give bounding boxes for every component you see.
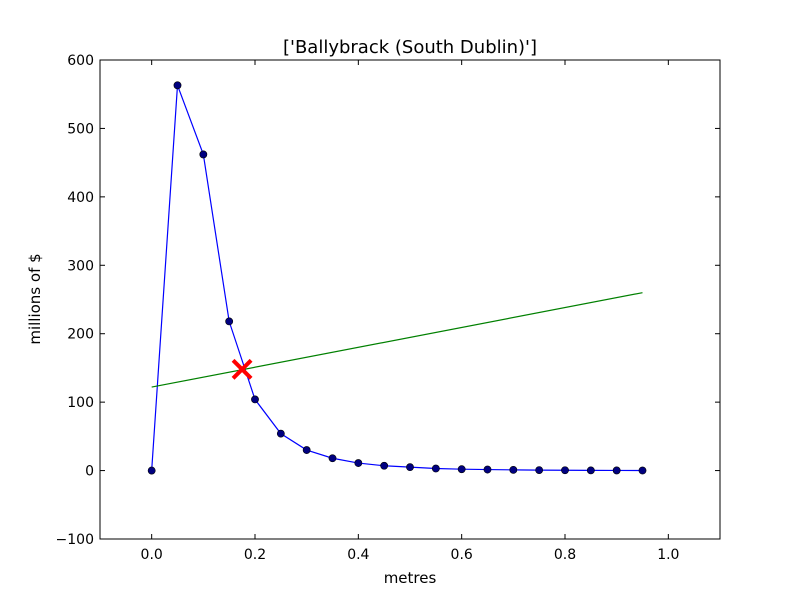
y-axis: −100 0 100 200 300 400 500 600 bbox=[56, 53, 720, 548]
series-0-point bbox=[328, 454, 337, 463]
x-tick-label: 0.8 bbox=[554, 547, 576, 563]
series-0-point bbox=[225, 317, 234, 326]
y-tick-label: 500 bbox=[67, 121, 94, 137]
y-axis-label: millions of $ bbox=[26, 253, 44, 344]
series-0-point bbox=[612, 466, 621, 475]
series-0-point bbox=[586, 466, 595, 475]
series-0-point bbox=[302, 446, 311, 454]
y-tick-label: 600 bbox=[67, 53, 94, 69]
plot-area bbox=[99, 59, 721, 540]
series-0-point bbox=[354, 459, 363, 467]
series-0-point bbox=[406, 463, 414, 472]
y-tick-label: 100 bbox=[67, 395, 94, 411]
x-axis: 0.0 0.2 0.4 0.6 0.8 1.0 bbox=[141, 60, 679, 563]
y-tick-label: 400 bbox=[67, 190, 94, 206]
x-tick-label: 0.6 bbox=[451, 547, 473, 563]
x-tick-label: 0.0 bbox=[141, 547, 163, 563]
y-tick-label: −100 bbox=[56, 532, 94, 548]
intersection-marker bbox=[231, 358, 253, 380]
series-1-line bbox=[151, 292, 643, 388]
x-axis-label: metres bbox=[384, 569, 437, 587]
chart-title: ['Ballybrack (South Dublin)'] bbox=[283, 37, 537, 58]
series-0-point bbox=[276, 429, 285, 438]
series-0-point bbox=[199, 150, 208, 159]
series-0-line bbox=[151, 85, 643, 472]
series-0-point bbox=[457, 465, 466, 474]
x-tick-label: 0.4 bbox=[347, 547, 369, 563]
series-0-point bbox=[380, 461, 389, 470]
x-tick-label: 1.0 bbox=[657, 547, 679, 563]
series-0-point bbox=[509, 465, 518, 474]
y-tick-label: 300 bbox=[67, 258, 94, 274]
series-0-point bbox=[638, 466, 647, 475]
series-0-point bbox=[535, 466, 544, 474]
series-0-point bbox=[173, 81, 182, 90]
y-tick-label: 200 bbox=[67, 327, 94, 343]
series-0-point bbox=[431, 464, 440, 473]
series-0-point bbox=[561, 466, 569, 475]
series-0-point bbox=[251, 395, 259, 404]
y-tick-label: 0 bbox=[85, 464, 94, 480]
plot-frame bbox=[99, 59, 721, 540]
series-0-point bbox=[147, 466, 156, 475]
x-tick-label: 0.2 bbox=[244, 547, 266, 563]
series-0-point bbox=[483, 465, 492, 474]
